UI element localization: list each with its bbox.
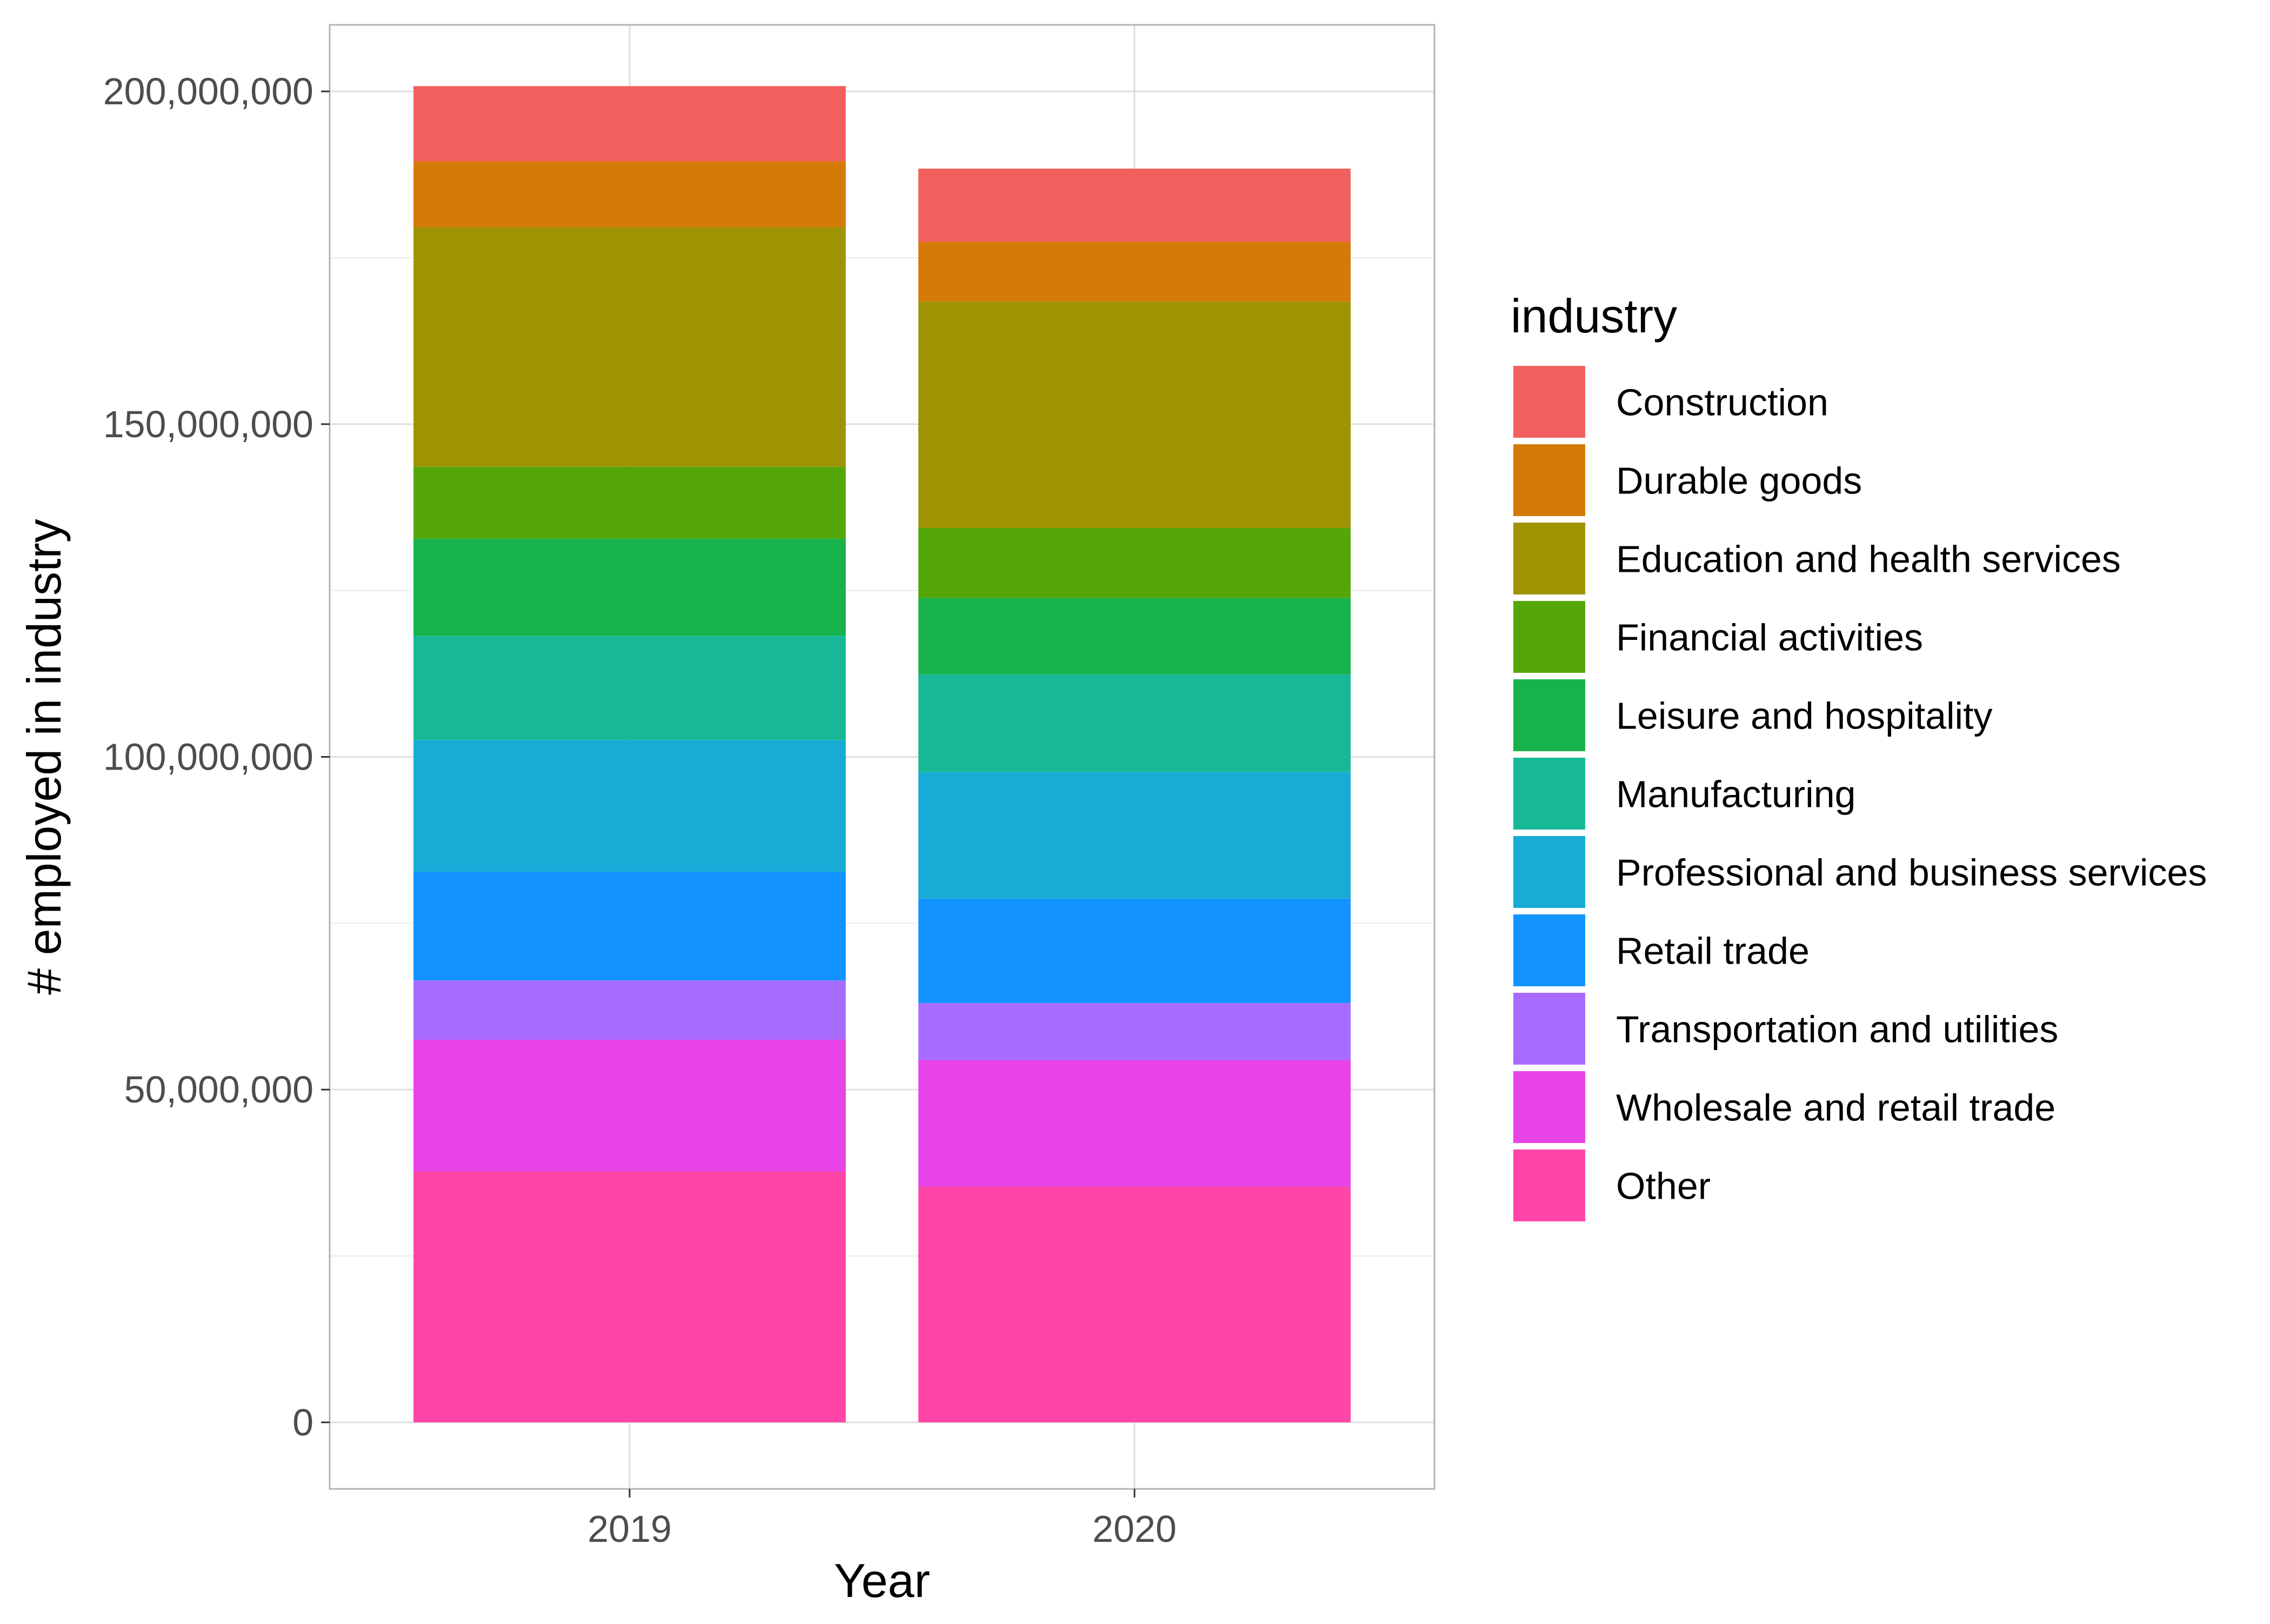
legend-swatch xyxy=(1513,523,1585,594)
bar-segment-financial-activities-2020 xyxy=(918,527,1351,598)
legend-swatch xyxy=(1513,836,1585,908)
legend-label: Durable goods xyxy=(1616,460,1862,502)
legend-item-other: Other xyxy=(1513,1150,1711,1221)
legend-item-manufacturing: Manufacturing xyxy=(1513,758,1856,830)
legend-swatch xyxy=(1513,1071,1585,1143)
legend-swatch xyxy=(1513,758,1585,830)
bar-segment-education-and-health-services-2020 xyxy=(918,302,1351,528)
bar-segment-transportation-and-utilities-2020 xyxy=(918,1003,1351,1061)
legend-swatch xyxy=(1513,366,1585,438)
legend-label: Education and health services xyxy=(1616,538,2121,580)
bar-segment-education-and-health-services-2019 xyxy=(413,227,846,467)
legend-item-financial-activities: Financial activities xyxy=(1513,601,1923,673)
legend: industry Construction Durable goods Educat… xyxy=(1511,289,2207,1221)
x-tick-label: 2020 xyxy=(1092,1508,1177,1550)
bar-segment-other-2020 xyxy=(918,1186,1351,1422)
y-tick-label: 0 xyxy=(292,1401,313,1443)
legend-item-construction: Construction xyxy=(1513,366,1828,438)
legend-item-education-and-health-services: Education and health services xyxy=(1513,523,2121,594)
bar-segment-durable-goods-2019 xyxy=(413,161,846,228)
legend-label: Financial activities xyxy=(1616,617,1923,659)
y-tick-label: 50,000,000 xyxy=(124,1068,313,1111)
legend-items: Construction Durable goods Education and h… xyxy=(1513,366,2207,1221)
y-tick-label: 150,000,000 xyxy=(103,403,313,445)
legend-item-durable-goods: Durable goods xyxy=(1513,444,1862,516)
y-tick-label: 100,000,000 xyxy=(103,736,313,778)
legend-label: Construction xyxy=(1616,382,1828,424)
legend-swatch xyxy=(1513,601,1585,673)
legend-swatch xyxy=(1513,914,1585,986)
legend-item-transportation-and-utilities: Transportation and utilities xyxy=(1513,993,2058,1065)
legend-label: Leisure and hospitality xyxy=(1616,695,1993,737)
x-axis-title: Year xyxy=(834,1554,930,1607)
bar-segment-durable-goods-2020 xyxy=(918,242,1351,302)
bar-segment-manufacturing-2020 xyxy=(918,674,1351,772)
legend-swatch xyxy=(1513,1150,1585,1221)
bar-stacks xyxy=(413,86,1351,1422)
bar-segment-construction-2020 xyxy=(918,168,1351,242)
y-axis-title: # employed in industry xyxy=(17,519,71,994)
bar-segment-leisure-and-hospitality-2020 xyxy=(918,598,1351,674)
legend-label: Retail trade xyxy=(1616,930,1810,972)
bar-segment-professional-and-business-services-2020 xyxy=(918,772,1351,899)
bar-segment-manufacturing-2019 xyxy=(413,636,846,740)
bar-segment-retail-trade-2020 xyxy=(918,898,1351,1004)
bar-segment-transportation-and-utilities-2019 xyxy=(413,980,846,1040)
bar-stack-2019 xyxy=(413,86,846,1422)
legend-label: Transportation and utilities xyxy=(1616,1008,2058,1051)
bar-segment-leisure-and-hospitality-2019 xyxy=(413,538,846,636)
bar-segment-wholesale-and-retail-trade-2019 xyxy=(413,1039,846,1172)
bar-segment-professional-and-business-services-2019 xyxy=(413,740,846,872)
legend-swatch xyxy=(1513,993,1585,1065)
y-axis: 0 50,000,000 100,000,000 150,000,000 200,000… xyxy=(103,70,330,1443)
legend-item-retail-trade: Retail trade xyxy=(1513,914,1810,986)
bar-segment-other-2019 xyxy=(413,1171,846,1422)
y-tick-label: 200,000,000 xyxy=(103,70,313,112)
bar-segment-wholesale-and-retail-trade-2020 xyxy=(918,1060,1351,1187)
legend-swatch xyxy=(1513,444,1585,516)
legend-title: industry xyxy=(1511,289,1677,343)
legend-label: Professional and business services xyxy=(1616,852,2207,894)
legend-item-leisure-and-hospitality: Leisure and hospitality xyxy=(1513,679,1993,751)
x-axis: 2019 2020 xyxy=(587,1489,1177,1550)
bar-stack-2020 xyxy=(918,168,1351,1422)
legend-label: Wholesale and retail trade xyxy=(1616,1087,2055,1129)
legend-label: Manufacturing xyxy=(1616,773,1856,816)
legend-label: Other xyxy=(1616,1165,1711,1207)
bar-segment-financial-activities-2019 xyxy=(413,466,846,539)
legend-item-wholesale-and-retail-trade: Wholesale and retail trade xyxy=(1513,1071,2055,1143)
bar-segment-retail-trade-2019 xyxy=(413,872,846,981)
legend-item-professional-and-business-services: Professional and business services xyxy=(1513,836,2207,908)
bar-segment-construction-2019 xyxy=(413,86,846,162)
legend-swatch xyxy=(1513,679,1585,751)
x-tick-label: 2019 xyxy=(587,1508,672,1550)
